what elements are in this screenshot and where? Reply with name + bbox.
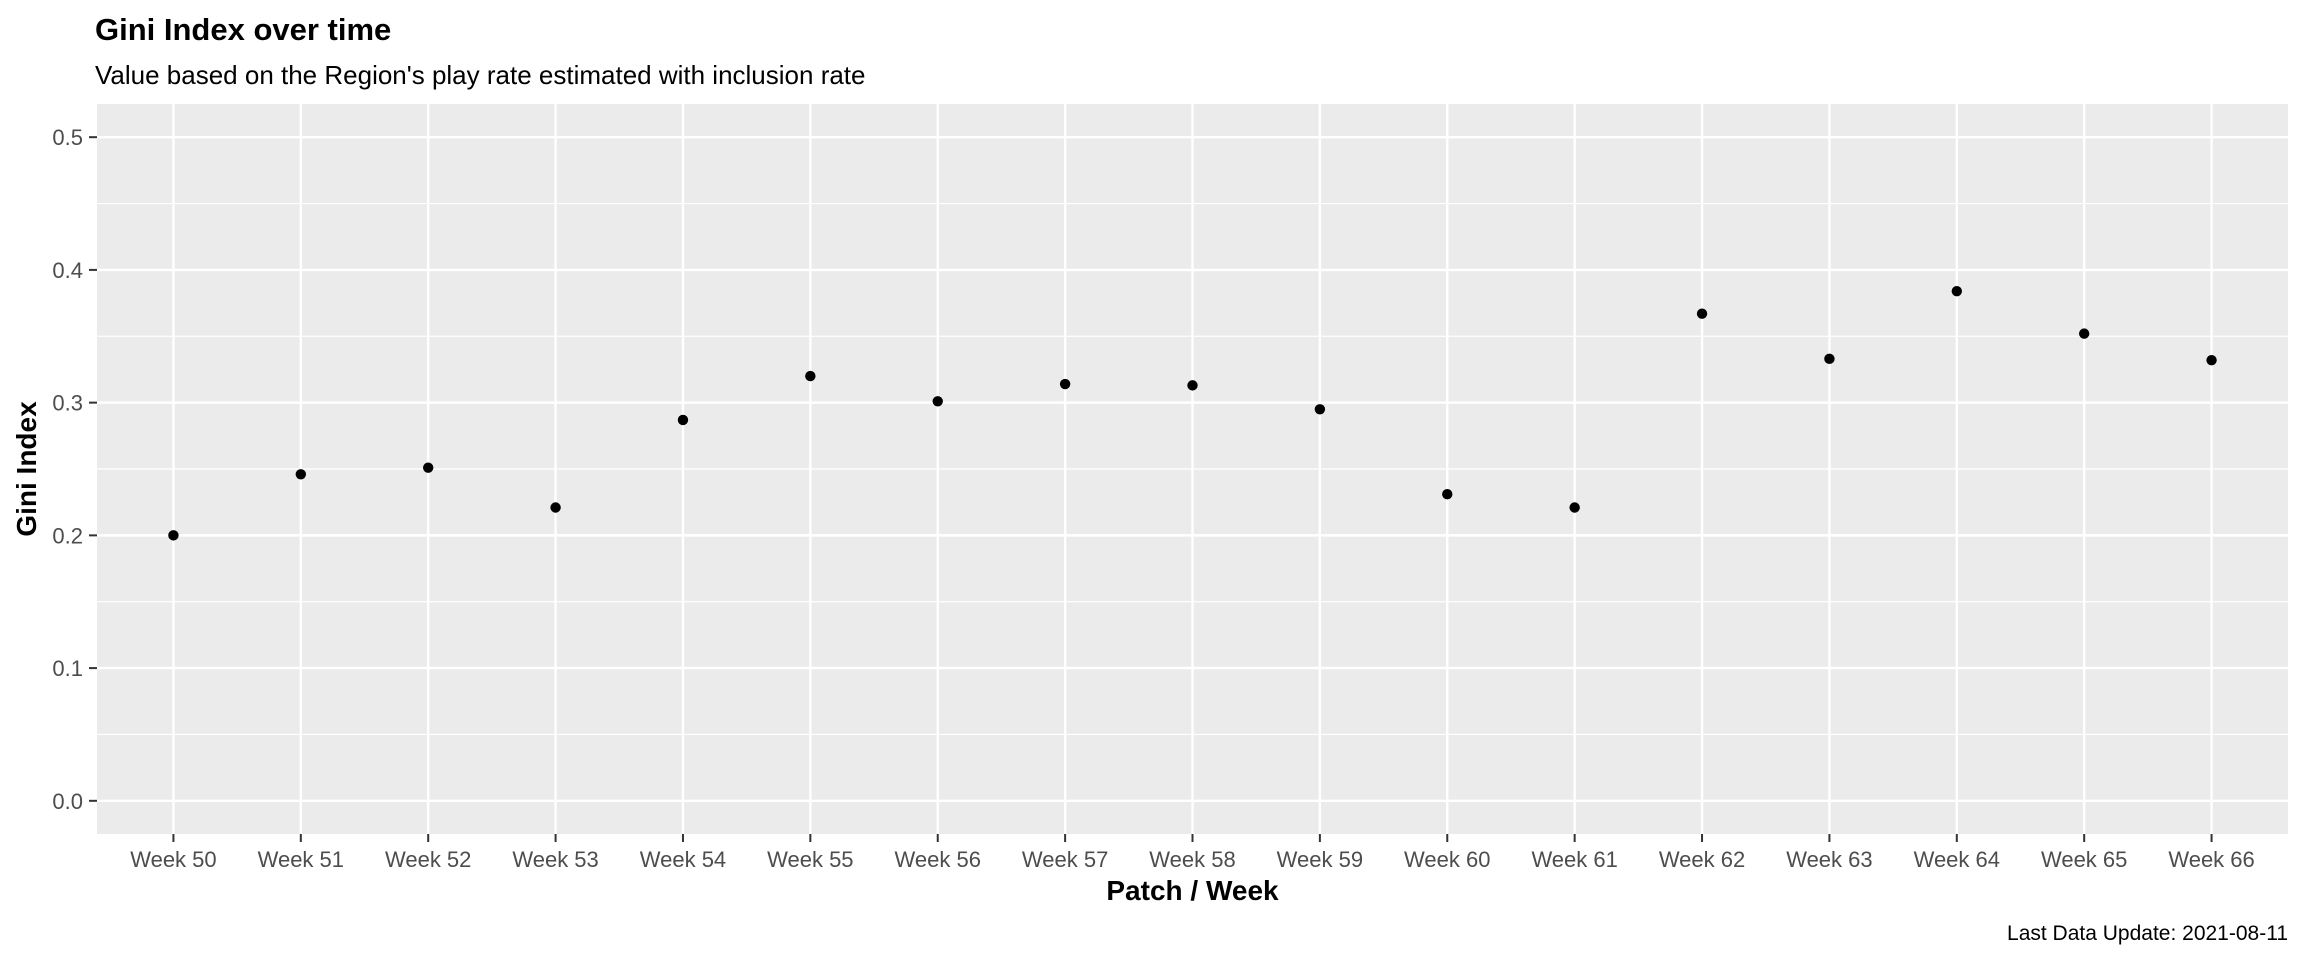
data-point (932, 396, 943, 407)
x-tick-label: Week 58 (1149, 847, 1235, 872)
data-point (1696, 308, 1708, 319)
data-point (1314, 404, 1326, 415)
chart-subtitle: Value based on the Region's play rate es… (95, 60, 866, 90)
data-point (1951, 285, 1963, 297)
x-tick-label: Week 57 (1022, 847, 1108, 872)
y-axis-title: Gini Index (11, 401, 42, 537)
data-point (295, 469, 307, 480)
y-tick-label: 0.0 (52, 789, 83, 814)
x-tick-label: Week 55 (767, 847, 853, 872)
y-tick-label: 0.5 (52, 125, 83, 150)
y-axis: 0.0 0.1 0.2 0.3 0.4 0.5 (52, 125, 97, 814)
x-tick-label: Week 66 (2168, 847, 2254, 872)
x-tick-label: Week 56 (895, 847, 981, 872)
x-axis-title: Patch / Week (1106, 875, 1279, 906)
data-point (2206, 354, 2217, 366)
x-tick-label: Week 52 (385, 847, 471, 872)
data-point (1059, 378, 1071, 390)
x-tick-label: Week 61 (1531, 847, 1617, 872)
chart-caption: Last Data Update: 2021-08-11 (2007, 922, 2288, 945)
y-tick-label: 0.1 (52, 656, 83, 681)
data-point (805, 370, 816, 382)
x-tick-label: Week 64 (1914, 847, 2000, 872)
data-point (168, 530, 179, 541)
data-point (550, 502, 561, 513)
x-axis: Week 50 Week 51 Week 52 Week 53 Week 54 Week … (130, 834, 2255, 872)
data-point (677, 414, 689, 426)
data-point (1569, 502, 1580, 513)
data-points (168, 285, 2217, 541)
x-tick-label: Week 65 (2041, 847, 2127, 872)
x-tick-label: Week 54 (640, 847, 726, 872)
data-point (422, 462, 434, 473)
x-tick-label: Week 63 (1786, 847, 1872, 872)
major-gridlines (97, 104, 2288, 834)
data-point (1824, 353, 1835, 365)
chart-title: Gini Index over time (95, 12, 391, 47)
data-point (2078, 328, 2090, 339)
x-tick-label: Week 50 (130, 847, 216, 872)
y-tick-label: 0.3 (52, 391, 83, 416)
y-tick-label: 0.4 (52, 258, 83, 283)
x-tick-label: Week 62 (1659, 847, 1745, 872)
x-tick-label: Week 51 (258, 847, 344, 872)
x-tick-label: Week 60 (1404, 847, 1490, 872)
data-point (1442, 489, 1453, 500)
x-tick-label: Week 59 (1277, 847, 1363, 872)
y-tick-label: 0.2 (52, 523, 83, 548)
x-tick-label: Week 53 (512, 847, 598, 872)
data-point (1187, 380, 1198, 391)
